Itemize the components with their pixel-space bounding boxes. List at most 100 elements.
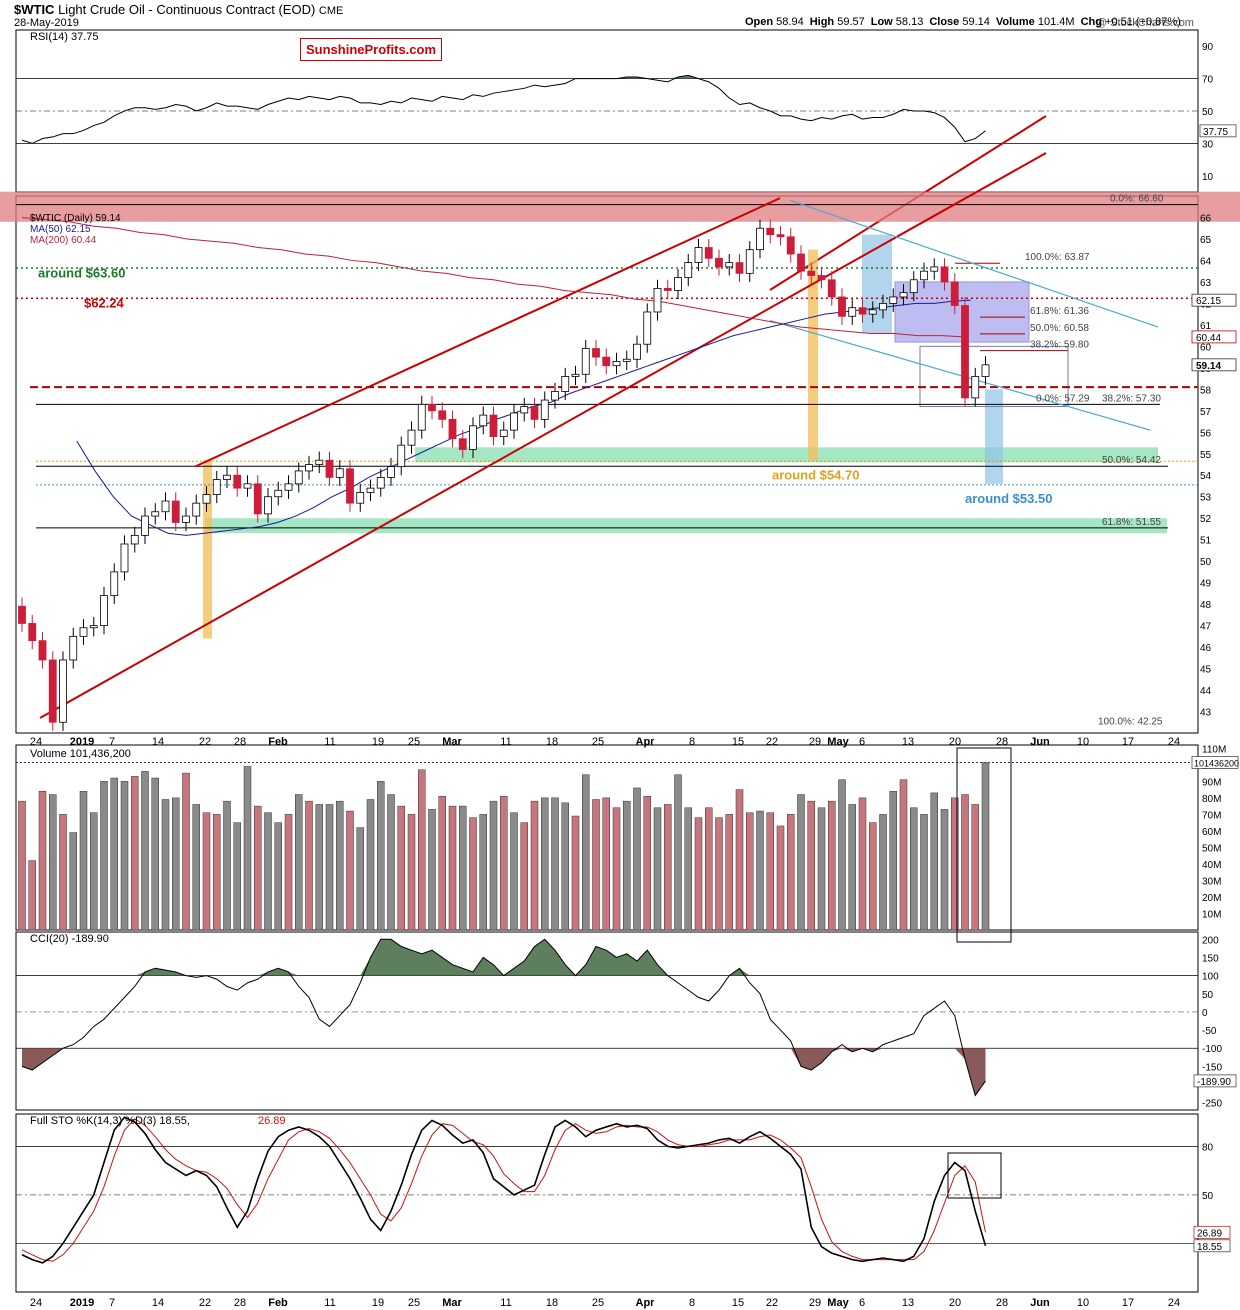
candle-body [192,502,201,517]
sto-k-last-box [1193,1239,1231,1253]
volume-bar [879,814,887,931]
x-axis-label: 11 [324,736,335,748]
candle-body [561,376,570,392]
x-axis-label: 24 [1168,736,1180,748]
volume-bar [971,804,979,931]
blue-range-box-may [862,234,892,334]
rsi-tick-label: 10 [1202,172,1214,183]
annotation-54-70: around $54.70 [772,468,859,483]
candle-body [376,476,385,489]
volume-tick-label: 70M [1202,810,1221,821]
volume-bar [418,769,426,931]
candle-body [264,496,272,515]
volume-bar [161,799,170,931]
rsi-tick-label: 50 [1202,107,1214,118]
volume-bar [889,791,897,931]
volume-bar [776,825,785,931]
volume-bar [746,812,754,931]
volume-bar [346,810,354,931]
candle-body [663,287,672,291]
x-axis-label: 24 [30,736,42,748]
volume-bar [694,817,703,931]
candle-body [305,464,313,472]
volume-bar [643,795,651,931]
volume-bar [448,805,457,931]
cci-line [21,938,986,1097]
yellow-range-bar-jan [203,460,212,639]
x-axis-label-bottom: Apr [636,1297,656,1309]
ohlc-value: +0.51 (+0.87%) [1105,16,1181,28]
volume-bar [377,781,385,931]
volume-bar [141,771,149,931]
candle-body [233,474,242,489]
candle-body [592,348,600,358]
price-tick-label: 45 [1200,665,1212,676]
volume-bar [120,781,129,931]
volume-bar [981,762,990,931]
x-axis-label: 17 [1122,736,1134,748]
candle-body [827,279,836,298]
volume-bar [858,797,867,931]
x-axis-label-bottom: Mar [442,1297,462,1309]
candle-body [69,635,78,661]
price-tag-label: 59.14 [1196,361,1221,372]
rsi-last-value: 37.75 [1203,127,1228,138]
sto-d-last-value: 26.89 [1197,1228,1222,1239]
volume-tick-label: 30M [1202,876,1221,887]
cci-tick-label: 150 [1202,953,1219,964]
price-tick-label: 44 [1200,686,1212,697]
price-tick-label: 46 [1200,643,1212,654]
candle-body [817,275,826,281]
volume-bar [674,774,682,931]
projection-box [919,345,1069,408]
volume-bar [49,794,57,931]
price-tick-label: 66 [1200,213,1212,224]
volume-bar [28,860,36,931]
volume-bar [520,822,528,931]
volume-bar [469,817,477,931]
price-tick-label: 51 [1200,536,1212,547]
price-tick-label: 60 [1200,342,1212,353]
x-axis-label-bottom: 14 [152,1297,164,1309]
volume-bar [735,789,744,931]
sto-k-line [21,1116,987,1264]
price-tick-label: 47 [1200,622,1212,633]
candle-body [79,627,88,637]
x-axis-label-bottom: 17 [1122,1297,1134,1309]
volume-bar [336,800,344,931]
volume-bar [459,805,467,931]
x-axis-label-bottom: 24 [30,1297,42,1309]
rsi-tick-label: 90 [1202,42,1214,53]
volume-bar [254,805,262,931]
sto-k-last-value: 18.55 [1197,1242,1222,1253]
x-axis-label-bottom: 7 [109,1297,115,1309]
candle-body [807,270,816,276]
candle-body [366,487,375,493]
cci-last-box [1193,1074,1237,1088]
rsi-tick-label: 70 [1202,75,1214,86]
x-axis-label: Feb [268,736,288,748]
price-tick-label: 61 [1200,321,1212,332]
ohlc-value: 58.94 [776,16,804,28]
watermark-text: @ StockCharts.com [1096,17,1194,29]
candle-body [438,410,447,420]
candle-body [161,500,170,513]
volume-bar [264,812,272,931]
cci-tick-label: 100 [1202,972,1219,983]
volume-bar [961,794,969,931]
x-axis-label-bottom: 15 [732,1297,744,1309]
candle-body [469,425,477,450]
x-axis-label-bottom: 25 [408,1297,420,1309]
rsi-legend: RSI(14) 37.75 [30,31,98,43]
x-axis-label: 22 [199,736,211,748]
volume-bar [951,797,959,931]
candle-body [868,309,877,315]
x-axis-label: 10 [1077,736,1089,748]
candle-body [899,292,908,298]
candle-body [100,595,108,627]
fib-level-label: 100.0%: 63.87 [1025,252,1090,263]
candle-body [602,356,611,367]
ohlc-low: Low 58.13 [871,16,924,28]
volume-bar [489,800,498,931]
candle-body [130,534,139,545]
